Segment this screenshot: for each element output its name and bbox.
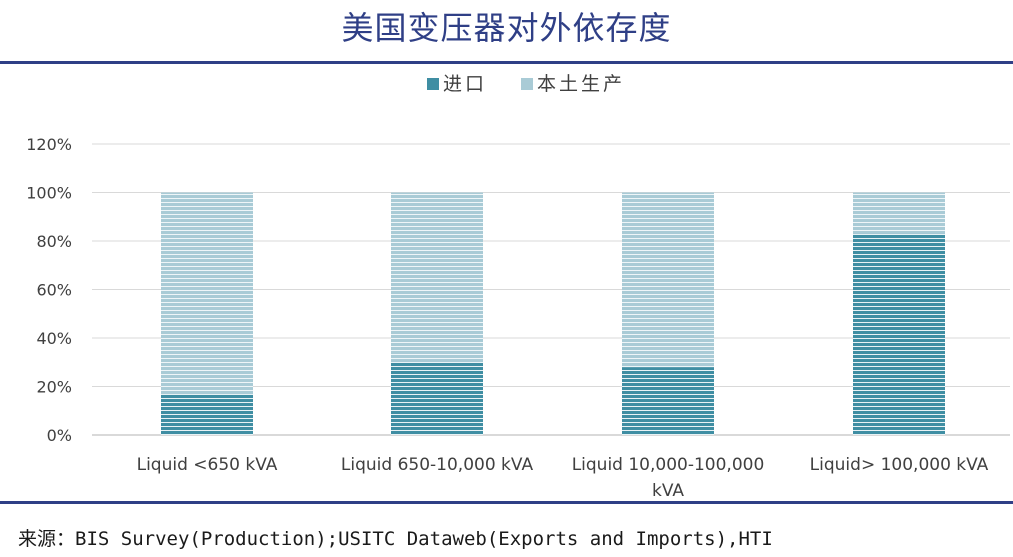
legend-import-swatch — [427, 78, 439, 90]
x-tick-label: Liquid> 100,000 kVA — [810, 455, 989, 475]
x-tick-label: kVA — [652, 481, 684, 501]
chart-title: 美国变压器对外依存度 — [341, 9, 672, 47]
bar-segment-import — [391, 362, 483, 435]
source-note: 来源：BIS Survey(Production);USITC Dataweb(… — [18, 524, 773, 551]
title-divider — [0, 61, 1013, 64]
x-tick-label: Liquid 10,000-100,000 — [572, 455, 765, 475]
y-tick-label: 120% — [26, 135, 72, 154]
bar-segment-domestic — [391, 192, 483, 363]
source-label: 来源： — [18, 528, 76, 550]
x-tick-label: Liquid 650-10,000 kVA — [341, 455, 534, 475]
source-text: BIS Survey(Production);USITC Dataweb(Exp… — [75, 528, 773, 550]
x-tick-label: Liquid <650 kVA — [137, 455, 278, 475]
bar-segment-domestic — [622, 192, 714, 368]
bar-segment-import — [622, 367, 714, 435]
bar-segment-domestic — [853, 192, 945, 234]
bar-segment-domestic — [161, 192, 253, 394]
legend-domestic-label: 本土生产 — [537, 73, 625, 95]
bar-segment-import — [161, 393, 253, 435]
legend-import-label: 进口 — [443, 73, 487, 95]
y-tick-label: 80% — [36, 232, 72, 251]
stacked-bar-chart: 0% 20% 40% 60% 80% 100% 120% Liquid <650 kVA Liq… — [26, 73, 1010, 501]
y-tick-label: 60% — [36, 281, 72, 300]
y-tick-label: 20% — [36, 378, 72, 397]
bar-segment-import — [853, 233, 945, 435]
y-tick-label: 100% — [26, 184, 72, 203]
y-tick-label: 40% — [36, 329, 72, 348]
legend-domestic-swatch — [521, 78, 533, 90]
y-tick-label: 0% — [47, 426, 72, 445]
footer-divider — [0, 501, 1013, 504]
